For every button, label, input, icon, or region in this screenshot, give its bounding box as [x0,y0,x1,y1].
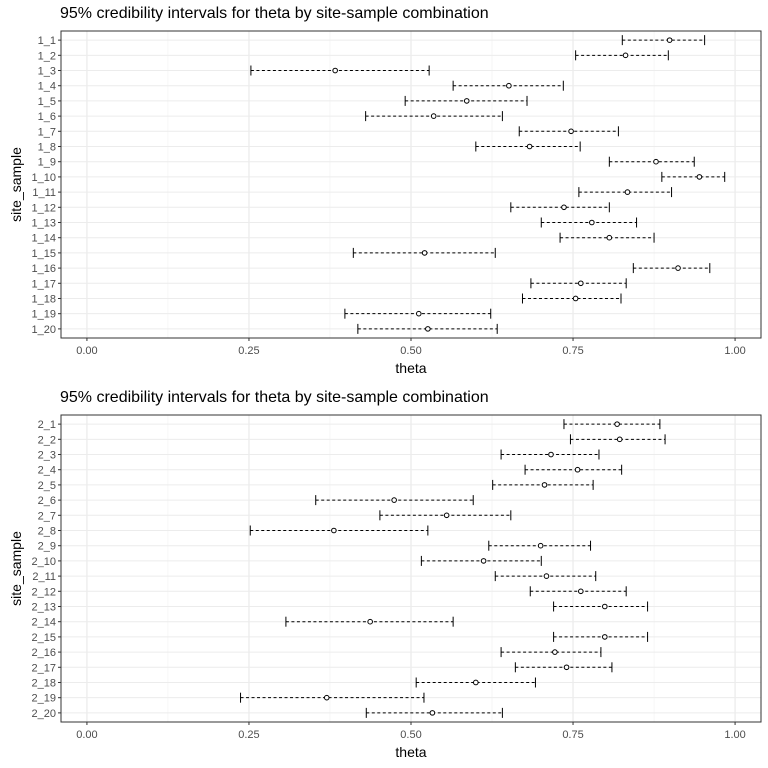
x-tick-label: 1.00 [724,729,745,741]
y-tick-label: 2_12 [32,586,56,598]
y-tick-label: 2_8 [38,526,56,538]
mean-point [561,204,567,211]
y-axis-label: site_sample [8,531,24,606]
y-tick-label: 1_7 [38,126,56,138]
mean-point [537,542,544,549]
y-tick-label: 1_14 [32,233,56,245]
mean-point [601,603,608,610]
mean-point [332,67,338,74]
mean-point [578,280,584,287]
y-tick-label: 1_20 [32,324,56,336]
y-tick-label: 2_5 [38,480,56,492]
interval-chart-bottom: 2_1 2_2 2_3 2_4 2_5 2_6 2_7 2_8 2_9 2_10 2_11 2_12 2… [8,414,762,760]
y-tick-label: 2_14 [32,617,56,629]
mean-point [589,219,595,226]
x-axis-label: theta [395,744,426,760]
y-tick-label: 2_2 [38,434,56,446]
mean-point [429,710,436,716]
mean-point [606,234,613,241]
mean-point [601,634,608,640]
mean-point [675,265,681,271]
mean-point [616,436,623,443]
x-tick-label: 1.00 [724,345,745,357]
y-tick-label: 1_4 [38,81,56,93]
y-tick-label: 2_13 [32,601,56,613]
mean-point [526,143,533,150]
mean-point [443,512,450,519]
y-tick-label: 2_10 [32,556,56,568]
mean-point [653,158,659,165]
mean-point [578,588,584,595]
mean-point [480,558,487,564]
mean-point [666,37,673,43]
mean-point [541,482,548,488]
x-axis-label: theta [395,360,426,376]
x-tick-label: 0.75 [562,345,583,357]
mean-point [563,664,570,671]
mean-point [331,527,337,534]
y-tick-label: 2_9 [38,541,56,553]
x-tick-label: 0.75 [562,729,583,741]
y-tick-label: 1_12 [32,202,56,214]
x-tick-label: 0.25 [238,345,259,357]
y-tick-label: 1_17 [32,278,56,290]
mean-point [568,128,574,135]
mean-point [367,618,373,625]
y-tick-label: 2_3 [38,450,56,462]
mean-point [425,326,431,332]
mean-point [473,679,479,686]
x-tick-label: 0.25 [238,729,259,741]
mean-point [421,250,428,256]
mean-point [430,113,437,119]
y-tick-label: 1_16 [32,263,56,275]
y-tick-label: 2_7 [38,510,56,522]
y-tick-label: 1_13 [32,217,56,229]
y-tick-label: 1_19 [32,309,56,321]
y-tick-label: 2_15 [32,632,56,644]
x-tick-label: 0.50 [400,729,421,741]
y-tick-label: 2_11 [32,571,56,583]
y-tick-label: 1_3 [38,66,56,78]
y-tick-label: 2_1 [38,419,56,431]
mean-point [391,497,397,503]
interval-chart-top: 1_1 1_2 1_3 1_4 1_5 1_6 1_7 1_8 1_9 1_10 1_11 1_12 1… [8,30,762,376]
mean-point [415,310,422,317]
mean-point [506,82,512,89]
y-tick-label: 1_1 [38,35,56,47]
y-tick-label: 2_18 [32,677,56,689]
y-tick-label: 2_20 [32,708,56,720]
mean-point [574,466,581,473]
mean-point [696,174,703,180]
y-tick-label: 1_18 [32,293,56,305]
y-tick-label: 2_16 [32,647,56,659]
mean-point [463,98,470,104]
y-tick-label: 2_6 [38,495,56,507]
mean-point [323,694,330,701]
mean-point [624,189,631,195]
y-tick-label: 1_15 [32,248,56,260]
y-tick-label: 1_9 [38,157,56,169]
y-tick-label: 1_8 [38,142,56,154]
y-tick-label: 2_4 [38,465,56,477]
y-axis-label: site_sample [8,147,24,222]
chart-title-bottom: 95% credibility intervals for theta by s… [60,389,489,406]
y-tick-label: 1_2 [38,50,56,62]
mean-point [543,573,550,579]
y-tick-label: 1_6 [38,111,56,123]
y-tick-label: 2_19 [32,693,56,705]
x-tick-label: 0.50 [400,345,421,357]
mean-point [548,451,554,458]
x-tick-label: 0.00 [76,345,97,357]
y-tick-label: 1_5 [38,96,56,108]
y-tick-label: 1_10 [32,172,56,184]
y-tick-label: 1_11 [32,187,56,199]
chart-title-top: 95% credibility intervals for theta by s… [60,5,489,22]
x-tick-label: 0.00 [76,729,97,741]
mean-point [572,295,579,302]
mean-point [622,52,629,59]
y-tick-label: 2_17 [32,662,56,674]
mean-point [552,649,558,655]
mean-point [614,421,620,427]
